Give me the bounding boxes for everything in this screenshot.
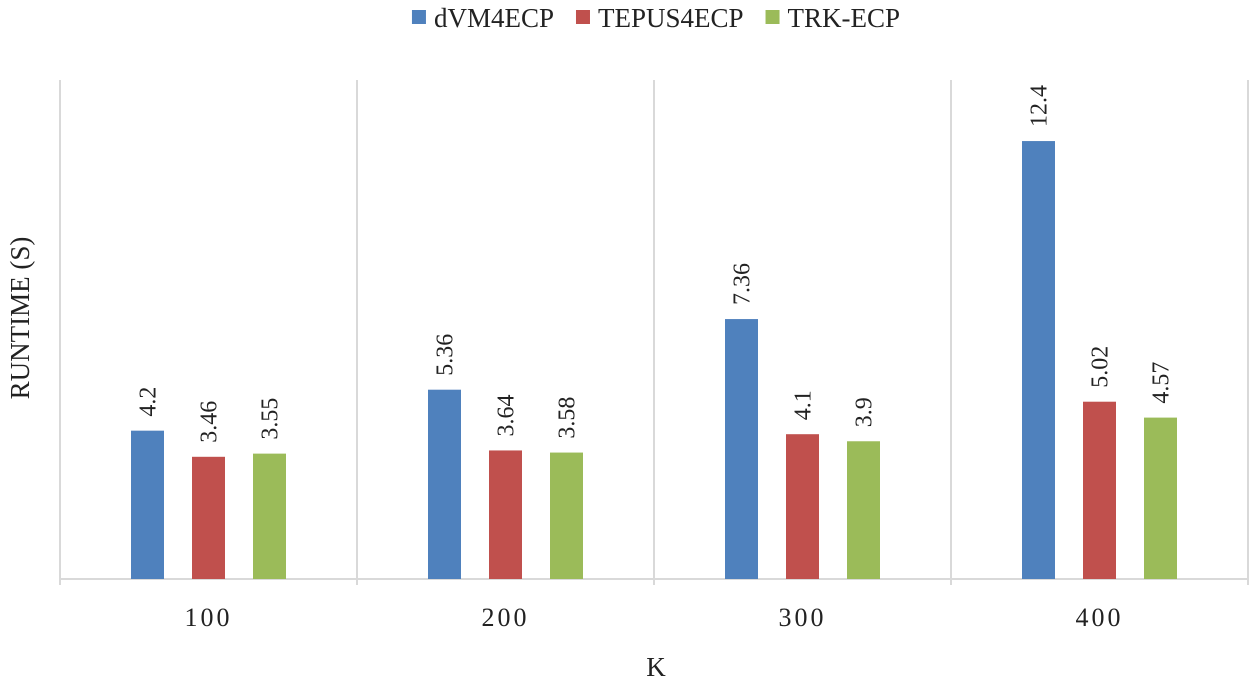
bar-trk-ecp-100: [253, 453, 286, 579]
bar-dvm4ecp-200: [428, 389, 461, 579]
x-tick-label-400: 400: [1076, 603, 1124, 632]
legend-item-dvm4ecp: dVM4ECP: [411, 3, 554, 33]
data-label-tepus4ecp-100: 3.46: [197, 401, 223, 443]
legend-swatch: [575, 10, 590, 24]
x-axis-title: K: [646, 652, 666, 682]
bars: [131, 141, 1177, 580]
legend-swatch: [411, 10, 426, 24]
x-tick-label-100: 100: [185, 603, 233, 632]
data-labels: 4.2 3.46 3.55 5.36 3.64 3.58 7.36 4.1 3.9 12.4 5.0…: [136, 85, 1175, 443]
data-label-trk-ecp-100: 3.55: [258, 398, 284, 440]
legend-label: TEPUS4ECP: [598, 3, 744, 33]
x-tick-label-300: 300: [779, 603, 827, 632]
x-tick-label-200: 200: [482, 603, 530, 632]
bar-tepus4ecp-100: [192, 456, 225, 579]
bar-trk-ecp-300: [847, 441, 880, 579]
data-label-trk-ecp-300: 3.9: [852, 397, 878, 427]
legend-item-trk-ecp: TRK-ECP: [765, 3, 901, 33]
bar-tepus4ecp-200: [489, 450, 522, 579]
data-label-trk-ecp-200: 3.58: [555, 397, 581, 439]
y-axis-title: RUNTIME (S): [5, 237, 35, 400]
x-tick-labels: 100 200 300 400: [185, 603, 1124, 632]
legend-item-tepus4ecp: TEPUS4ECP: [575, 3, 744, 33]
bar-trk-ecp-200: [550, 452, 583, 579]
data-label-tepus4ecp-400: 5.02: [1088, 346, 1114, 388]
bar-dvm4ecp-300: [725, 319, 758, 579]
data-label-trk-ecp-400: 4.57: [1149, 362, 1175, 404]
legend-swatch: [765, 10, 780, 24]
bar-dvm4ecp-100: [131, 430, 164, 579]
data-label-tepus4ecp-300: 4.1: [791, 390, 817, 420]
bar-dvm4ecp-400: [1022, 141, 1055, 580]
bar-tepus4ecp-300: [786, 434, 819, 579]
data-label-dvm4ecp-300: 7.36: [730, 263, 756, 305]
bar-trk-ecp-400: [1144, 417, 1177, 579]
data-label-tepus4ecp-200: 3.64: [494, 394, 520, 436]
legend-label: dVM4ECP: [434, 3, 554, 33]
data-label-dvm4ecp-400: 12.4: [1027, 85, 1053, 127]
legend: dVM4ECP TEPUS4ECP TRK-ECP: [411, 3, 901, 33]
bar-tepus4ecp-400: [1083, 401, 1116, 579]
plot-frame: [59, 80, 1249, 585]
data-label-dvm4ecp-100: 4.2: [136, 387, 162, 417]
legend-label: TRK-ECP: [788, 3, 901, 33]
data-label-dvm4ecp-200: 5.36: [433, 334, 459, 376]
